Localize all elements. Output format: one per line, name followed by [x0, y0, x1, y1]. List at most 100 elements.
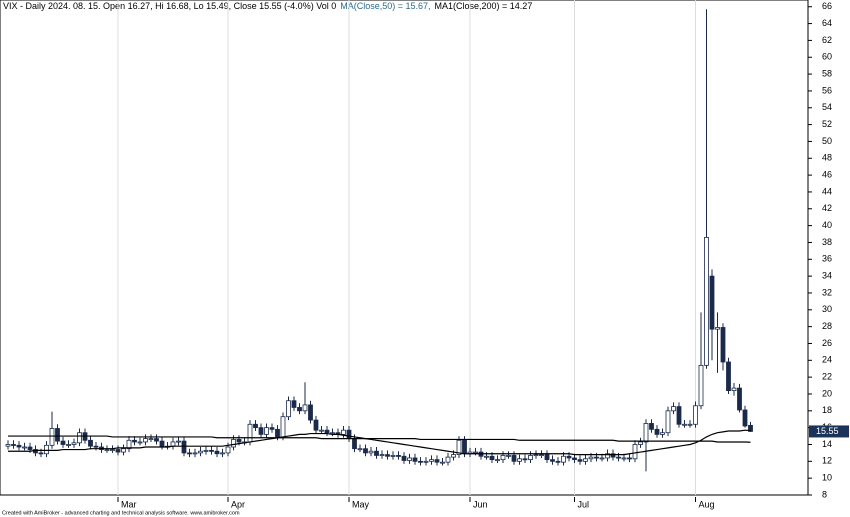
y-tick-label: 20 [822, 388, 832, 398]
candle-body [5, 444, 11, 447]
candle-body [412, 457, 418, 462]
candle-body [341, 429, 346, 435]
y-tick-label: 40 [822, 220, 832, 230]
y-tick-label: 30 [822, 304, 832, 314]
candle-body [423, 460, 429, 463]
candle-body [555, 460, 561, 463]
candle-body [506, 455, 511, 457]
candle-body [390, 455, 396, 457]
candle-body [621, 457, 627, 460]
candle-body [742, 409, 748, 427]
candle-body [374, 450, 379, 456]
candle-body [71, 442, 77, 445]
y-tick-label: 14 [822, 439, 832, 449]
candle-body [126, 439, 132, 450]
candle-body [610, 453, 616, 458]
candle-body [313, 419, 319, 431]
y-tick-label: 36 [822, 254, 832, 264]
x-tick-label: Mar [121, 499, 137, 509]
candle-body [605, 453, 610, 459]
candle-body [687, 423, 693, 426]
candle-body [132, 439, 137, 443]
candle-body [418, 460, 423, 463]
candle-body [269, 427, 275, 430]
candle-body [649, 423, 654, 430]
candle-body [401, 455, 407, 461]
candle-body [566, 455, 572, 459]
chart-title: VIX - Daily 2024. 08. 15. Open 16.27, Hi… [3, 1, 532, 11]
candle-body [456, 439, 462, 455]
candle-body [616, 456, 621, 459]
candle-body [324, 429, 330, 434]
y-tick-label: 12 [822, 456, 832, 466]
candle-body [363, 448, 368, 454]
candle-body [27, 446, 33, 450]
ma-line [8, 429, 751, 456]
y-tick-label: 58 [822, 68, 832, 78]
candle-body [720, 327, 726, 363]
y-tick-label: 44 [822, 186, 832, 196]
candle-body [148, 438, 154, 440]
candle-body [660, 432, 665, 435]
candle-body [440, 461, 445, 464]
y-tick-label: 42 [822, 203, 832, 213]
candle-body [49, 428, 55, 446]
candle-body [93, 445, 99, 448]
legend-entry: MA1(Close,200) = 14.27 [435, 1, 533, 11]
candle-body [577, 459, 583, 462]
candle-body [654, 428, 660, 435]
candle-body [572, 457, 577, 461]
candle-body [170, 441, 176, 447]
candle-body [500, 455, 506, 461]
candle-body [181, 440, 187, 454]
x-tick-label: May [352, 499, 370, 509]
candle-body [682, 423, 687, 426]
y-tick-label: 34 [822, 270, 832, 280]
candle-body [44, 444, 49, 455]
candle-body [731, 387, 737, 392]
candle-body [264, 427, 269, 435]
y-tick-label: 66 [822, 1, 832, 11]
candle-body [55, 428, 60, 442]
candle-body [110, 449, 115, 451]
y-tick-label: 10 [822, 473, 832, 483]
candle-body [484, 455, 489, 458]
candle-body [137, 441, 143, 444]
candle-body [462, 439, 467, 455]
candle-body [726, 361, 731, 392]
last-price-label: 15.55 [816, 426, 839, 436]
candle-body [247, 423, 253, 443]
plot-frame [0, 0, 809, 496]
candle-body [533, 454, 539, 456]
candle-body [429, 459, 434, 462]
x-tick-label: Aug [699, 499, 715, 509]
candle-body [379, 454, 385, 456]
candle-body [236, 439, 242, 443]
candle-body [385, 454, 390, 457]
candle-body [561, 455, 566, 463]
y-tick-label: 56 [822, 85, 832, 95]
candle-body [302, 404, 308, 412]
y-tick-label: 50 [822, 136, 832, 146]
candle-body [434, 459, 440, 463]
candle-body [627, 457, 632, 460]
candle-body [159, 440, 165, 447]
candle-body [88, 439, 93, 447]
candle-body [319, 429, 324, 432]
candle-body [192, 452, 198, 455]
candle-body [709, 275, 715, 330]
candle-body [528, 455, 533, 461]
y-tick-label: 62 [822, 35, 832, 45]
candle-body [209, 449, 214, 452]
y-tick-label: 54 [822, 102, 832, 112]
y-tick-label: 24 [822, 355, 832, 365]
candle-body [308, 404, 313, 421]
candle-body [511, 455, 517, 462]
candle-body [77, 432, 82, 444]
candle-body [693, 405, 698, 425]
y-tick-label: 22 [822, 372, 832, 382]
candle-body [231, 439, 236, 448]
candle-body [643, 423, 649, 443]
candle-body [698, 364, 704, 407]
